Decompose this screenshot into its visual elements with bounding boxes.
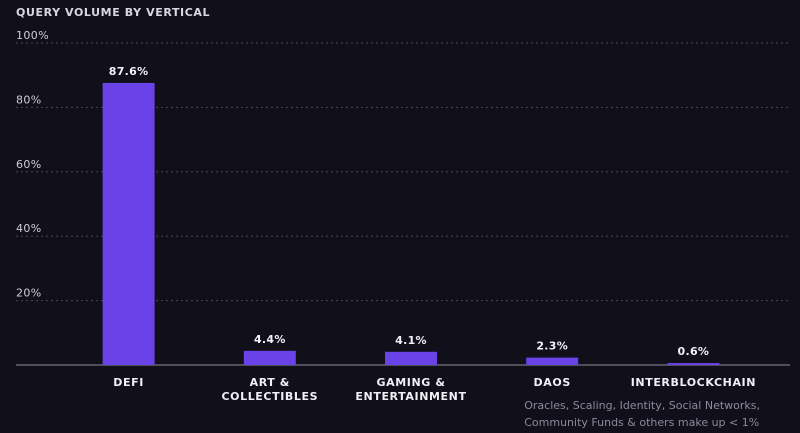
category-label: ENTERTAINMENT [355, 390, 466, 403]
y-tick-label: 80% [16, 93, 42, 106]
category-label: COLLECTIBLES [221, 390, 318, 403]
footnote-line-1: Oracles, Scaling, Identity, Social Netwo… [524, 399, 760, 412]
bar [526, 357, 579, 365]
value-label: 2.3% [536, 340, 568, 353]
chart-title: QUERY VOLUME BY VERTICAL [16, 6, 211, 19]
value-label: 87.6% [109, 65, 149, 78]
value-label: 4.1% [395, 334, 427, 347]
value-label: 4.4% [254, 333, 286, 346]
footnote-line-2: Community Funds & others make up < 1% [524, 416, 760, 429]
category-label: DAOS [534, 376, 571, 389]
category-label: GAMING & [376, 376, 445, 389]
y-tick-label: 60% [16, 158, 42, 171]
value-label: 0.6% [678, 345, 710, 358]
y-tick-label: 100% [16, 29, 49, 42]
category-label: ART & [250, 376, 290, 389]
bar [102, 82, 155, 365]
y-tick-label: 40% [16, 222, 42, 235]
bar [667, 363, 720, 365]
y-tick-label: 20% [16, 287, 42, 300]
footnote: Oracles, Scaling, Identity, Social Netwo… [524, 397, 760, 431]
bar [243, 350, 296, 365]
category-label: INTERBLOCKCHAIN [631, 376, 756, 389]
category-label: DEFI [113, 376, 144, 389]
bar [385, 351, 437, 365]
